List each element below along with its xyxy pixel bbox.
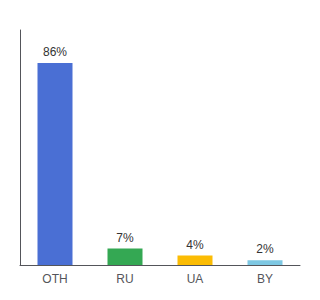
svg-text:RU: RU	[116, 272, 133, 286]
svg-text:BY: BY	[257, 272, 273, 286]
svg-text:86%: 86%	[43, 45, 67, 59]
svg-text:4%: 4%	[186, 238, 204, 252]
svg-text:2%: 2%	[256, 242, 274, 256]
svg-text:7%: 7%	[116, 231, 134, 245]
svg-text:UA: UA	[187, 272, 204, 286]
svg-text:OTH: OTH	[42, 272, 67, 286]
